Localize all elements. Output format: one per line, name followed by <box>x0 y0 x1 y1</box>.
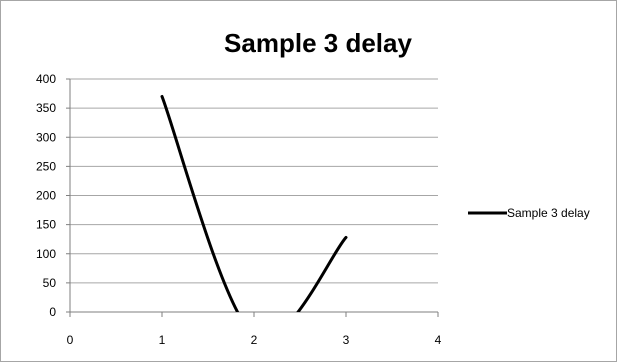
y-tick-label: 150 <box>36 218 56 232</box>
y-tick-label: 400 <box>36 72 56 86</box>
series-line <box>160 94 348 312</box>
y-tick-label: 250 <box>36 159 56 173</box>
x-tick-label: 0 <box>67 333 74 347</box>
x-tick-label: 3 <box>343 333 350 347</box>
series-group <box>160 94 348 312</box>
y-tick-label: 50 <box>43 276 57 290</box>
axes <box>66 78 439 317</box>
x-tick-label: 2 <box>251 333 258 347</box>
x-axis-ticks: 0 1 2 3 4 <box>67 333 442 347</box>
x-tick-label: 1 <box>159 333 166 347</box>
y-axis-ticks: 0 50 100 150 200 250 300 350 400 <box>36 72 56 319</box>
legend: Sample 3 delay <box>468 206 590 220</box>
y-tick-label: 350 <box>36 101 56 115</box>
legend-label: Sample 3 delay <box>507 206 590 220</box>
gridlines <box>70 78 438 284</box>
chart-title: Sample 3 delay <box>224 28 412 58</box>
y-tick-label: 300 <box>36 130 56 144</box>
y-tick-label: 0 <box>49 305 56 319</box>
y-tick-label: 100 <box>36 247 56 261</box>
x-tick-label: 4 <box>435 333 442 347</box>
y-tick-label: 200 <box>36 189 56 203</box>
